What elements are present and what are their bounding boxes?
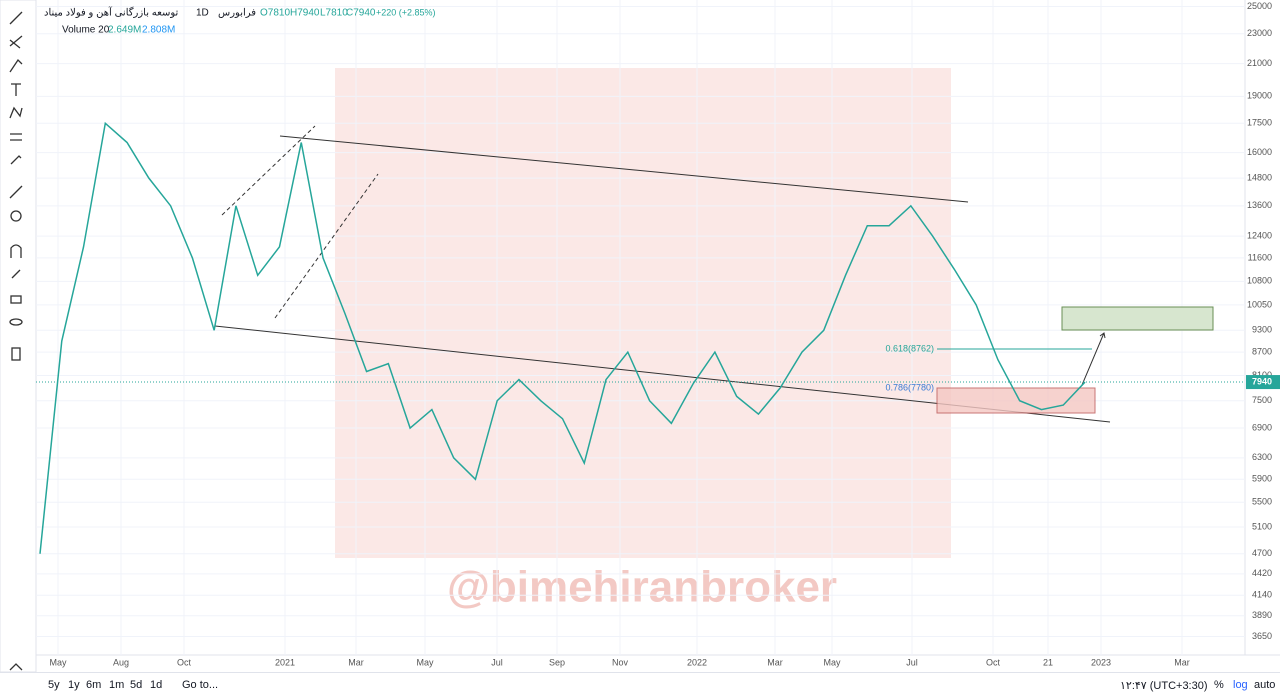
volume-value: 2.808M bbox=[142, 25, 175, 36]
y-tick-label: 19000 bbox=[1247, 91, 1272, 101]
range[interactable]: 5d bbox=[130, 679, 143, 691]
y-tick-label: 21000 bbox=[1247, 58, 1272, 68]
x-tick-label: Jul bbox=[491, 657, 503, 667]
y-tick-label: 14800 bbox=[1247, 173, 1272, 183]
y-tick-label: 17500 bbox=[1247, 118, 1272, 128]
y-tick-label: 16000 bbox=[1247, 147, 1272, 157]
exchange: فرابورس bbox=[218, 8, 256, 19]
last-price-tag bbox=[1246, 375, 1280, 390]
fib-label: 0.618(8762) bbox=[885, 343, 934, 353]
range[interactable]: 1d bbox=[150, 679, 163, 691]
ohlc-open: O7810 bbox=[260, 8, 290, 19]
watermark: @bimehiranbroker bbox=[447, 563, 837, 612]
x-tick-label: Sep bbox=[549, 657, 565, 667]
y-tick-label: 12400 bbox=[1247, 230, 1272, 240]
y-tick-label: 13600 bbox=[1247, 200, 1272, 210]
x-tick-label: May bbox=[823, 657, 841, 667]
drawings bbox=[36, 0, 1245, 655]
auto-toggle[interactable]: auto bbox=[1254, 679, 1276, 691]
change: +220 (+2.85%) bbox=[376, 7, 436, 17]
tool-icons bbox=[9, 11, 23, 671]
x-tick-label: Jul bbox=[906, 657, 918, 667]
y-tick-label: 5500 bbox=[1252, 497, 1272, 507]
y-tick-label: 11600 bbox=[1248, 252, 1272, 262]
last-price-label: 7940 bbox=[1252, 376, 1272, 386]
watermark-logo bbox=[335, 68, 951, 558]
y-tick-label: 23000 bbox=[1247, 28, 1272, 38]
symbol: توسعه بازرگانی آهن و فولاد میناد bbox=[44, 6, 179, 19]
y-tick-label: 25000 bbox=[1247, 1, 1272, 11]
x-tick-label: May bbox=[49, 657, 67, 667]
y-tick-label: 8100 bbox=[1252, 370, 1272, 380]
y-tick-label: 8700 bbox=[1252, 347, 1272, 357]
x-tick-label: Oct bbox=[986, 657, 1001, 667]
target-zone bbox=[1061, 306, 1214, 331]
x-tick-label: Aug bbox=[113, 657, 129, 667]
x-tick-label: Mar bbox=[1174, 657, 1190, 667]
range[interactable]: 5y bbox=[48, 679, 60, 691]
y-tick-label: 6300 bbox=[1252, 452, 1272, 462]
x-tick-label: Oct bbox=[177, 657, 192, 667]
y-tick-label: 3650 bbox=[1252, 631, 1272, 641]
y-tick-label: 4140 bbox=[1252, 590, 1272, 600]
trend-line bbox=[279, 135, 969, 203]
ohlc-low: L7810 bbox=[320, 8, 348, 19]
percent-toggle[interactable]: % bbox=[1214, 679, 1224, 691]
trend-line bbox=[274, 173, 379, 319]
y-tick-label: 3890 bbox=[1252, 610, 1272, 620]
x-tick-label: Mar bbox=[767, 657, 783, 667]
bottom-bar: 5y 1y 6m 1m 5d 1d Go to... ۱۲:۴۷ (UTC+3:… bbox=[0, 672, 1280, 698]
x-tick-label: 2023 bbox=[1091, 657, 1111, 667]
y-tick-label: 5900 bbox=[1252, 474, 1272, 484]
range[interactable]: 1m bbox=[109, 679, 125, 691]
y-tick-label: 9300 bbox=[1252, 325, 1272, 335]
range[interactable]: 1y bbox=[68, 679, 80, 691]
y-tick-label: 4700 bbox=[1252, 548, 1272, 558]
x-tick-label: 21 bbox=[1043, 657, 1053, 667]
range[interactable]: 6m bbox=[86, 679, 102, 691]
chart: @bimehiranbroker 0.618(8762) 0.786(7780)… bbox=[0, 0, 1280, 672]
volume-label: Volume 20 bbox=[62, 25, 110, 36]
x-tick-label: 2021 bbox=[275, 657, 295, 667]
log-toggle[interactable]: log bbox=[1233, 679, 1248, 691]
x-tick-label: May bbox=[416, 657, 434, 667]
x-tick-label: Nov bbox=[612, 657, 629, 667]
y-tick-label: 4420 bbox=[1252, 568, 1272, 578]
support-zone bbox=[936, 387, 1096, 414]
volume-value: 2.649M bbox=[108, 25, 141, 36]
y-tick-label: 5100 bbox=[1252, 521, 1272, 531]
ohlc-high: H7940 bbox=[290, 8, 320, 19]
clock: ۱۲:۴۷ (UTC+3:30) bbox=[1120, 680, 1208, 692]
arrow bbox=[1081, 332, 1106, 386]
y-tick-label: 7500 bbox=[1252, 395, 1272, 405]
interval: 1D bbox=[196, 8, 209, 19]
x-tick-label: Mar bbox=[348, 657, 364, 667]
fib-label: 0.786(7780) bbox=[885, 382, 934, 392]
y-tick-label: 10050 bbox=[1247, 299, 1272, 309]
y-tick-label: 10800 bbox=[1247, 276, 1272, 286]
x-tick-label: 2022 bbox=[687, 657, 707, 667]
price-line bbox=[39, 121, 1086, 554]
goto[interactable]: Go to... bbox=[182, 679, 219, 691]
toolbar bbox=[0, 0, 37, 672]
y-tick-label: 6900 bbox=[1252, 422, 1272, 432]
trend-line bbox=[221, 125, 316, 216]
ohlc-close: C7940 bbox=[346, 8, 376, 19]
